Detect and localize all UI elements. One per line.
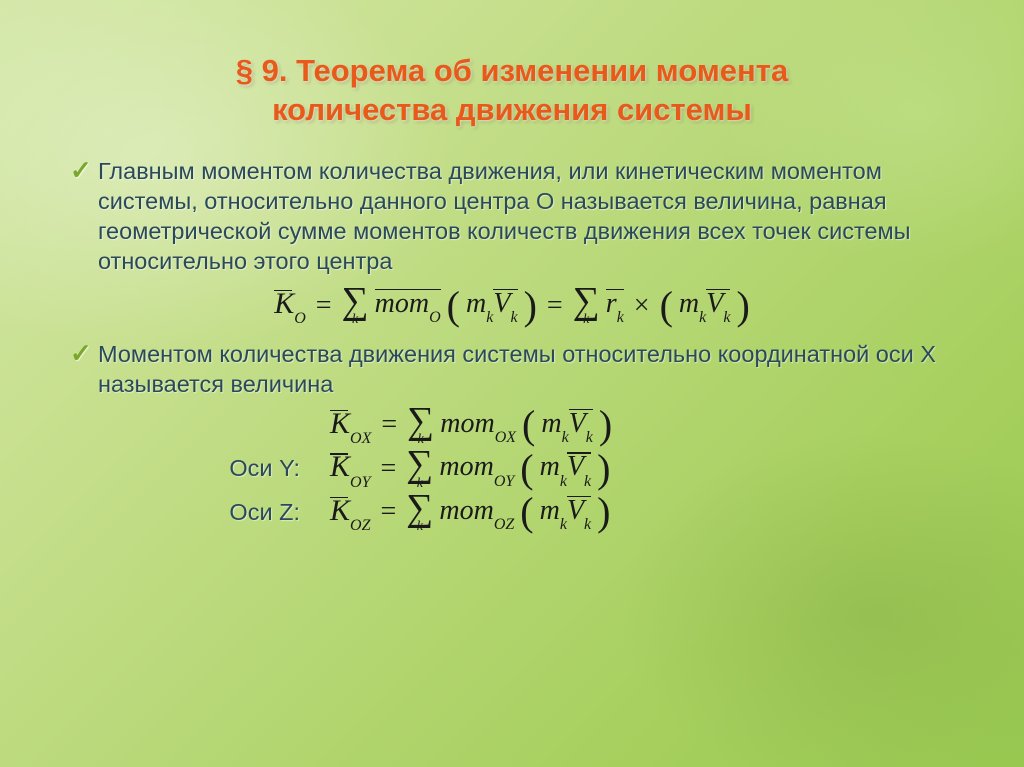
f3-lhs-sub: OY: [350, 474, 370, 491]
f1-mom-sub: O: [429, 309, 441, 326]
formula-1: KO = ∑k momO ( mkVk ) = ∑k rk × ( mkVk ): [70, 286, 954, 326]
formula-4: KOZ = ∑k momOZ ( mkVk ): [330, 493, 610, 533]
f1-lhs-sub: O: [294, 310, 306, 327]
title-line-1: § 9. Теорема об изменении момента: [236, 53, 788, 88]
formula-2-row: KOX = ∑k momOX ( mkVk ): [70, 406, 954, 446]
f4-mom-sub: OZ: [494, 516, 514, 533]
axis-y-label: Оси Y:: [70, 455, 330, 482]
slide-title: § 9. Теорема об изменении момента количе…: [70, 52, 954, 130]
formula-2: KOX = ∑k momOX ( mkVk ): [330, 406, 612, 446]
slide: § 9. Теорема об изменении момента количе…: [0, 0, 1024, 576]
axis-z-label: Оси Z:: [70, 499, 330, 526]
f2-mom-sub: OX: [495, 429, 516, 446]
f4-lhs-sub: OZ: [350, 517, 370, 534]
f2-lhs-sub: OX: [350, 430, 371, 447]
check-icon: ✓: [70, 156, 98, 185]
bullet-1: ✓ Главным моментом количества движения, …: [70, 156, 954, 276]
formula-3: KOY = ∑k momOY ( mkVk ): [330, 449, 610, 489]
formula-3-row: Оси Y: KOY = ∑k momOY ( mkVk ): [70, 449, 954, 489]
bullet-2-text: Моментом количества движения системы отн…: [98, 339, 954, 399]
bullet-2: ✓ Моментом количества движения системы о…: [70, 339, 954, 399]
bullet-1-text: Главным моментом количества движения, ил…: [98, 156, 954, 276]
title-line-2: количества движения системы: [272, 92, 752, 127]
check-icon: ✓: [70, 339, 98, 368]
f3-mom-sub: OY: [494, 473, 514, 490]
formula-4-row: Оси Z: KOZ = ∑k momOZ ( mkVk ): [70, 493, 954, 533]
